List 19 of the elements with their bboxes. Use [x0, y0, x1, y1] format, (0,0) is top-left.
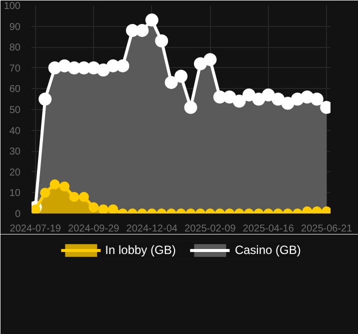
x-tick-label: 2024-07-19: [10, 224, 62, 234]
y-tick-label: 80: [9, 42, 21, 54]
y-tick-label: 10: [9, 188, 21, 200]
x-tick-label: 2025-06-21: [301, 224, 353, 234]
y-tick-label: 50: [9, 105, 21, 116]
x-tick-label: 2025-04-16: [242, 224, 294, 234]
y-tick-label: 20: [9, 167, 21, 178]
legend-label: In lobby (GB): [105, 243, 176, 257]
y-tick-label: 70: [9, 63, 21, 74]
y-tick-label: 100: [4, 1, 21, 12]
y-tick-label: 0: [14, 209, 21, 220]
y-tick-label: 90: [9, 22, 21, 33]
y-tick-label: 30: [9, 146, 21, 158]
x-tick-label: 2024-09-29: [68, 224, 120, 234]
x-tick-label: 2024-12-04: [126, 224, 178, 234]
y-tick-label: 40: [9, 126, 21, 137]
y-tick-label: 60: [9, 84, 21, 96]
x-tick-label: 2025-02-09: [184, 224, 236, 234]
legend-label: Casino (GB): [234, 243, 301, 257]
